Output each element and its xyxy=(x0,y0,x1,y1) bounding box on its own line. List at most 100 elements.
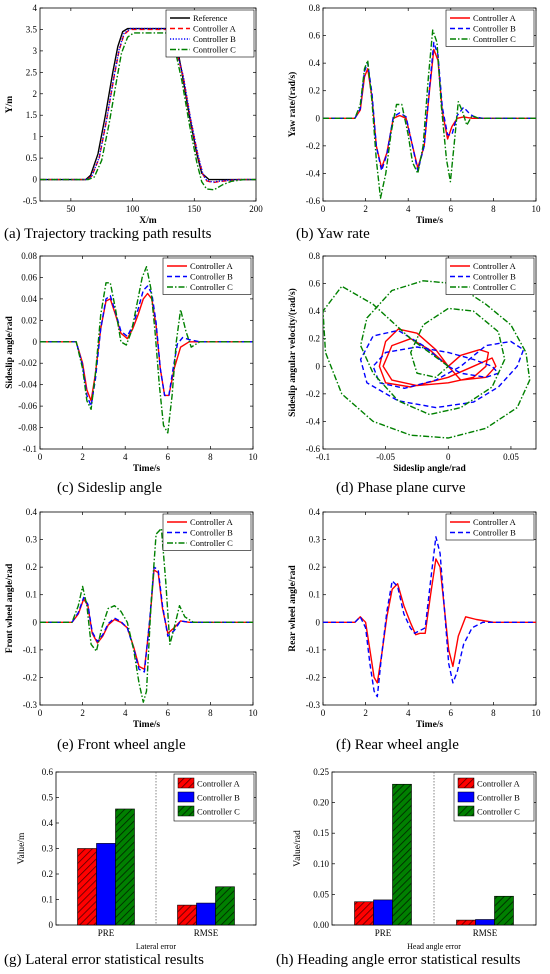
x-tick-label: 4 xyxy=(123,708,128,718)
legend-label: Controller A xyxy=(190,261,234,271)
x-tick-label: 8 xyxy=(491,708,496,718)
y-tick-label: -0.02 xyxy=(18,358,37,368)
y-tick-label: 0.4 xyxy=(26,507,38,517)
legend-swatch xyxy=(177,777,195,789)
bar-pre-controller-a xyxy=(354,901,374,926)
x-tick-label: 200 xyxy=(249,204,263,214)
y-axis-label: Y/m xyxy=(5,96,15,114)
legend-label: Controller C xyxy=(190,282,233,292)
chart-panel-b: -0.6 -0.4 -0.2 0 0.2 0.4 0.6 0.8 0 2 4 6 8 10 Controll… xyxy=(287,3,541,242)
category-label: RMSE xyxy=(194,928,219,938)
legend-swatch xyxy=(457,791,475,803)
x-tick-label: 6 xyxy=(449,204,454,214)
y-tick-label: 0.20 xyxy=(313,798,329,808)
y-tick-label: -0.2 xyxy=(23,672,37,682)
y-tick-label: -0.5 xyxy=(23,196,38,206)
x-tick-label: 150 xyxy=(188,204,202,214)
x-tick-label: 50 xyxy=(66,204,76,214)
legend-label: Controller B xyxy=(473,24,516,34)
series-line-controller-a xyxy=(378,328,497,388)
y-tick-label: 0.1 xyxy=(42,895,53,905)
y-tick-label: -0.04 xyxy=(18,380,37,390)
bar-rmse-controller-b xyxy=(196,902,216,926)
legend-label: Controller B xyxy=(197,793,240,803)
y-axis-label: Value/m xyxy=(17,832,27,864)
legend-label: Controller A xyxy=(193,24,237,34)
chart-panel-h: 0.00 0.05 0.10 0.15 0.20 0.25 PRE RMSE Controlle… xyxy=(276,767,537,968)
y-tick-label: -0.6 xyxy=(306,444,321,454)
y-tick-label: 3 xyxy=(33,46,38,56)
chart-panel-d: -0.6 -0.4 -0.2 0 0.2 0.4 0.6 0.8 -0.1 -0.05 0 0.05 C… xyxy=(287,251,537,496)
legend-box xyxy=(445,513,535,541)
x-tick-label: 6 xyxy=(166,708,171,718)
x-tick-label: 6 xyxy=(166,452,171,462)
series-line-controller-c xyxy=(323,29,536,199)
legend-label: Controller A xyxy=(190,517,234,527)
series-line-controller-c xyxy=(40,527,253,703)
y-tick-label: 0 xyxy=(316,113,321,123)
y-tick-label: 0.06 xyxy=(21,272,37,282)
bar-rmse-controller-c xyxy=(494,895,514,926)
panel-caption: (e) Front wheel angle xyxy=(57,737,186,753)
y-tick-label: -0.3 xyxy=(306,700,321,710)
y-tick-label: -0.1 xyxy=(23,444,37,454)
bar-pre-controller-c xyxy=(392,783,412,926)
x-axis-label: Time/s xyxy=(133,720,161,730)
x-tick-label: 2 xyxy=(80,452,85,462)
legend-label: Controller B xyxy=(477,793,520,803)
y-tick-label: 0 xyxy=(33,337,38,347)
chart-panel-a: -0.5 0 0.5 1 1.5 2 2.5 3 3.5 4 50 100 150 200 Referenc… xyxy=(4,3,263,242)
legend-label: Controller B xyxy=(190,528,233,538)
y-tick-label: -0.1 xyxy=(23,645,37,655)
legend-label: Controller C xyxy=(193,45,236,55)
legend-swatch xyxy=(177,791,195,803)
y-tick-label: 0.2 xyxy=(309,562,320,572)
x-tick-label: 2 xyxy=(363,708,368,718)
y-tick-label: 0.3 xyxy=(42,844,54,854)
x-tick-label: 0 xyxy=(321,708,326,718)
bar-rmse-controller-a xyxy=(456,919,476,926)
plot-frame xyxy=(322,511,537,706)
x-tick-label: 8 xyxy=(491,204,496,214)
x-tick-label: 4 xyxy=(406,204,411,214)
legend-label: Controller A xyxy=(197,779,241,789)
x-axis-label: Lateral error xyxy=(136,942,177,951)
legend-label: Controller C xyxy=(190,538,233,548)
y-tick-label: 4 xyxy=(33,3,38,13)
y-tick-label: -0.06 xyxy=(18,401,37,411)
y-tick-label: -0.4 xyxy=(306,168,321,178)
legend-label: Controller B xyxy=(193,34,236,44)
y-tick-label: 0.4 xyxy=(309,306,321,316)
y-axis-label: Front wheel angle/rad xyxy=(5,563,15,653)
x-axis-label: Time/s xyxy=(133,464,161,474)
legend-label: Controller A xyxy=(477,779,521,789)
y-tick-label: 0.10 xyxy=(313,859,329,869)
y-axis-label: Value/rad xyxy=(293,830,303,867)
legend-label: Controller C xyxy=(473,282,516,292)
panel-caption: (g) Lateral error statistical results xyxy=(4,952,204,968)
x-tick-label: 2 xyxy=(363,204,368,214)
bar-pre-controller-a xyxy=(77,848,97,926)
panel-caption: (f) Rear wheel angle xyxy=(336,737,459,753)
y-tick-label: 0.05 xyxy=(313,889,329,899)
y-tick-label: 0.15 xyxy=(313,828,329,838)
y-tick-label: -0.2 xyxy=(306,672,320,682)
y-axis-label: Sideslip angular velocity/(rad/s) xyxy=(287,288,298,417)
x-tick-label: 2 xyxy=(80,708,85,718)
y-tick-label: 0.2 xyxy=(26,562,37,572)
x-tick-label: 0 xyxy=(446,452,451,462)
x-tick-label: 100 xyxy=(126,204,140,214)
legend-swatch xyxy=(457,777,475,789)
chart-panel-c: -0.1 -0.08 -0.06 -0.04 -0.02 0 0.02 0.04 0.06 0.0… xyxy=(5,251,258,496)
category-label: RMSE xyxy=(473,928,498,938)
series-line-controller-a xyxy=(323,558,536,684)
x-tick-label: 10 xyxy=(249,452,259,462)
